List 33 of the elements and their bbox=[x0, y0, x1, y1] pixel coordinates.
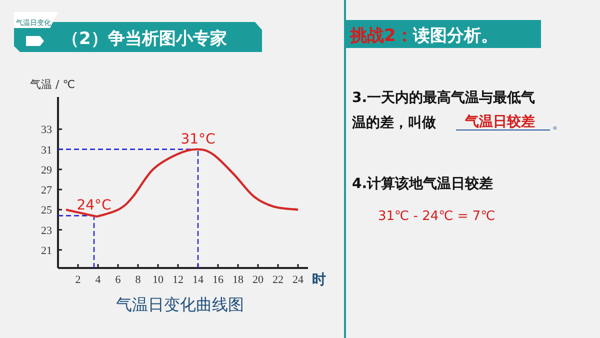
y-tick-label: 21 bbox=[41, 244, 52, 257]
x-tick-label: 16 bbox=[212, 274, 224, 286]
x-tick-label: 10 bbox=[152, 274, 164, 286]
x-tick-label: 14 bbox=[192, 274, 204, 286]
x-axis-title: 时 bbox=[312, 272, 326, 288]
text: 3.一天内的最高气温与最低气 bbox=[352, 89, 536, 106]
text: 气温日较差 bbox=[464, 114, 535, 130]
annotation: 31°C bbox=[180, 131, 216, 148]
x-tick-label: 24 bbox=[292, 274, 304, 286]
y-tick-label: 25 bbox=[41, 204, 52, 217]
y-tick-label: 31 bbox=[41, 144, 52, 156]
x-tick-label: 22 bbox=[272, 274, 284, 286]
y-tick-label: 29 bbox=[41, 164, 52, 176]
text: 气温日变化曲线图 bbox=[116, 295, 244, 314]
x-tick-label: 6 bbox=[115, 274, 122, 286]
text: 温的差，叫做 bbox=[351, 115, 437, 131]
y-tick-label: 33 bbox=[41, 124, 52, 136]
annotation: 24°C bbox=[76, 198, 112, 214]
text: 。 bbox=[552, 116, 566, 132]
x-tick-label: 2 bbox=[75, 274, 81, 286]
x-tick-label: 12 bbox=[172, 274, 184, 286]
text: 31℃ - 24℃ = 7℃ bbox=[378, 209, 496, 224]
x-tick-label: 18 bbox=[232, 274, 244, 286]
y-tick-label: 23 bbox=[41, 224, 52, 237]
x-tick-label: 8 bbox=[135, 274, 142, 286]
line-series bbox=[64, 148, 300, 218]
text: 挑战2：读图分析。 bbox=[349, 26, 498, 46]
text: 4.计算该地气温日较差 bbox=[352, 175, 494, 192]
x-tick-label: 4 bbox=[95, 274, 102, 286]
y-tick-label: 27 bbox=[41, 184, 52, 197]
y-axis-title: 气温 / ℃ bbox=[30, 78, 76, 91]
x-tick-label: 20 bbox=[252, 274, 264, 286]
text: （2）争当析图小专家 bbox=[62, 29, 227, 49]
